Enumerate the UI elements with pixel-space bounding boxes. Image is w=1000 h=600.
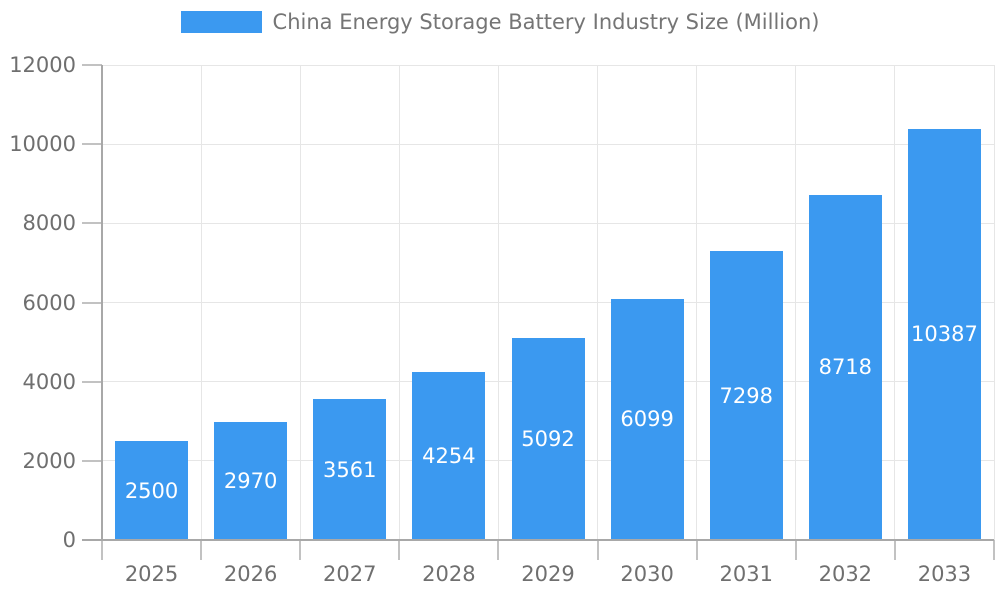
- bar[interactable]: [214, 422, 288, 540]
- y-tick-mark: [82, 301, 102, 304]
- x-tick-mark: [299, 540, 302, 560]
- gridline-horizontal: [102, 64, 994, 66]
- y-axis-tick-label: 12000: [9, 53, 76, 77]
- gridline-vertical: [497, 65, 499, 540]
- x-tick-mark: [497, 540, 500, 560]
- bar[interactable]: [412, 371, 486, 540]
- y-axis-line: [101, 65, 103, 540]
- bar[interactable]: [610, 298, 684, 540]
- gridline-vertical: [200, 65, 202, 540]
- x-axis-tick-label: 2031: [719, 562, 773, 586]
- x-axis-tick-label: 2028: [422, 562, 476, 586]
- legend-label: China Energy Storage Battery Industry Si…: [272, 10, 820, 34]
- bar-value-label: 2500: [124, 478, 179, 503]
- gridline-horizontal: [102, 302, 994, 303]
- bar[interactable]: [808, 194, 882, 540]
- bar-value-label: 3561: [323, 457, 377, 482]
- x-axis-line: [82, 539, 994, 541]
- x-axis-tick-label: 2026: [223, 562, 278, 586]
- y-axis-tick-label: 8000: [22, 211, 76, 236]
- gridline-vertical: [795, 65, 797, 540]
- y-tick-mark: [82, 222, 102, 225]
- x-tick-mark: [596, 540, 599, 560]
- x-axis-tick-label: 2032: [818, 562, 873, 586]
- bar-value-label: 2970: [223, 469, 278, 494]
- gridline-vertical: [398, 65, 400, 540]
- x-axis-tick-label: 2029: [521, 562, 575, 586]
- y-tick-mark: [82, 143, 102, 146]
- bar[interactable]: [511, 338, 585, 540]
- y-tick-mark: [82, 64, 102, 66]
- gridline-vertical: [993, 65, 995, 540]
- x-tick-mark: [794, 540, 797, 560]
- legend-swatch: [180, 11, 262, 33]
- bar[interactable]: [115, 441, 189, 540]
- y-axis-tick-label: 10000: [9, 132, 76, 157]
- x-tick-mark: [993, 540, 995, 560]
- gridline-vertical: [597, 65, 599, 540]
- bar-value-label: 5092: [521, 427, 575, 452]
- gridline-vertical: [299, 65, 301, 540]
- y-tick-mark: [82, 459, 102, 462]
- bar[interactable]: [907, 128, 981, 540]
- gridline-horizontal: [102, 222, 994, 224]
- gridline-horizontal: [102, 143, 994, 145]
- y-tick-mark: [82, 380, 102, 383]
- bar-value-label: 8718: [818, 355, 873, 380]
- gridline-vertical: [894, 65, 896, 540]
- x-tick-mark: [893, 540, 896, 560]
- x-axis-tick-label: 2033: [917, 562, 972, 586]
- x-axis-tick-label: 2027: [323, 562, 377, 586]
- x-tick-mark: [200, 540, 203, 560]
- y-axis-tick-label: 0: [62, 528, 76, 552]
- x-axis-tick-label: 2030: [620, 562, 674, 586]
- y-axis-tick-label: 4000: [22, 369, 76, 394]
- x-tick-mark: [695, 540, 698, 560]
- bar-value-label: 7298: [719, 383, 773, 408]
- gridline-vertical: [696, 65, 698, 540]
- x-axis-tick-label: 2025: [124, 562, 179, 586]
- bar-value-label: 6099: [620, 407, 674, 432]
- bar-value-label: 4254: [422, 443, 476, 468]
- x-tick-mark: [101, 540, 103, 560]
- x-tick-mark: [398, 540, 401, 560]
- y-axis-tick-label: 2000: [22, 448, 76, 473]
- bar[interactable]: [313, 399, 387, 540]
- y-axis-tick-label: 6000: [22, 290, 76, 315]
- bar-value-label: 10387: [911, 322, 978, 347]
- bar[interactable]: [709, 251, 783, 540]
- legend-item[interactable]: China Energy Storage Battery Industry Si…: [0, 0, 1000, 44]
